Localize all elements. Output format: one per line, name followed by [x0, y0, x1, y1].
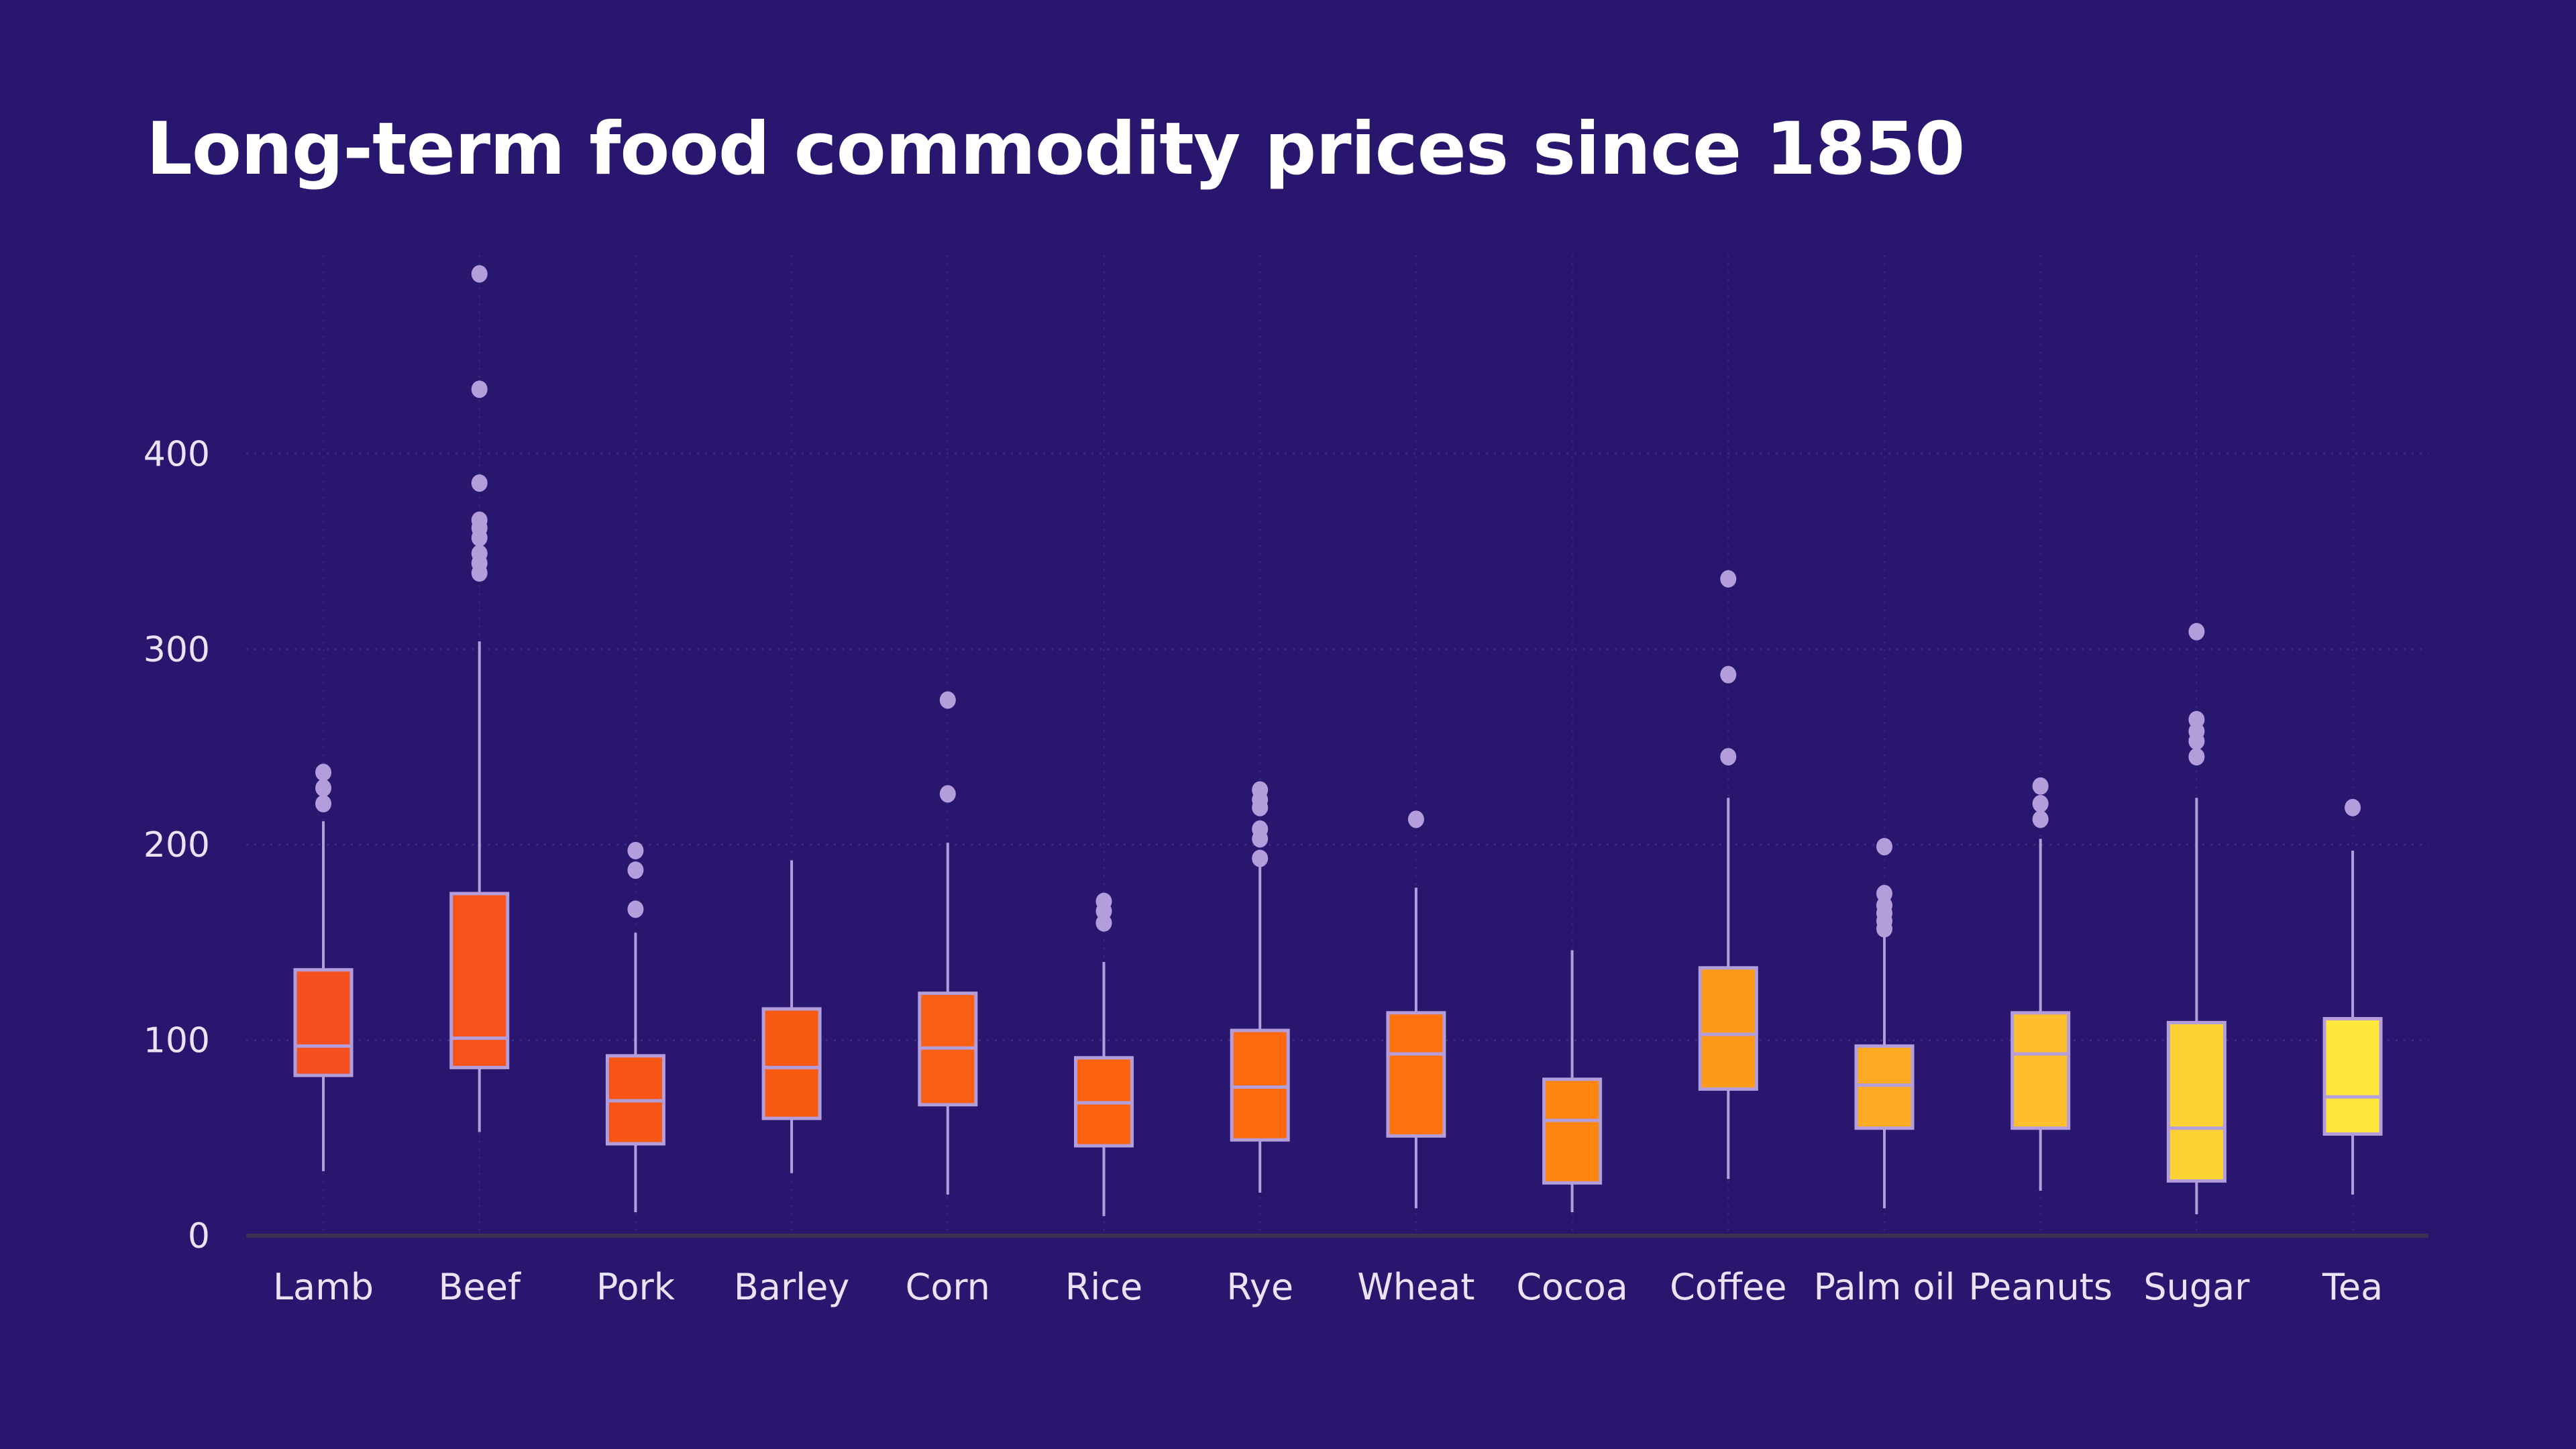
outlier-point	[1876, 838, 1892, 856]
box-tea	[2322, 1017, 2383, 1136]
outlier-point	[1095, 914, 1112, 932]
box-sugar	[2166, 1020, 2226, 1183]
x-tick-label: Wheat	[1357, 1266, 1474, 1308]
outlier-point	[471, 265, 488, 283]
outlier-point	[1252, 849, 1269, 867]
x-tick-label: Barley	[734, 1266, 850, 1308]
y-tick-label: 100	[144, 1021, 210, 1061]
box-lamb	[293, 968, 354, 1077]
outlier-point	[627, 900, 644, 918]
x-tick-label: Rice	[1065, 1266, 1142, 1308]
y-tick-label: 300	[144, 630, 210, 670]
outlier-point	[2032, 810, 2049, 828]
x-tick-label: Coffee	[1670, 1266, 1786, 1308]
outlier-point	[2032, 795, 2049, 813]
outlier-point	[315, 795, 331, 813]
outlier-point	[471, 529, 488, 547]
outlier-point	[627, 861, 644, 879]
outlier-point	[1252, 830, 1269, 848]
outlier-point	[2188, 748, 2205, 766]
outlier-point	[627, 841, 644, 859]
outlier-point	[1720, 570, 1737, 588]
outlier-point	[315, 779, 331, 797]
outlier-point	[315, 763, 331, 782]
chart-title: Long-term food commodity prices since 18…	[146, 107, 1965, 191]
outlier-point	[1252, 798, 1269, 816]
x-tick-label: Peanuts	[1968, 1266, 2112, 1308]
outlier-point	[2188, 623, 2205, 641]
outlier-point	[939, 691, 956, 709]
outlier-point	[1407, 810, 1424, 828]
x-tick-label: Palm oil	[1813, 1266, 1955, 1308]
box-palm-oil	[1854, 1044, 1915, 1130]
y-tick-label: 0	[188, 1216, 210, 1256]
x-tick-label: Rye	[1226, 1266, 1293, 1308]
x-tick-label: Cocoa	[1516, 1266, 1628, 1308]
x-tick-label: Sugar	[2143, 1266, 2250, 1308]
outlier-point	[471, 564, 488, 582]
y-tick-label: 400	[144, 434, 210, 474]
x-tick-label: Tea	[2322, 1266, 2383, 1308]
outlier-point	[1720, 748, 1737, 766]
x-tick-label: Beef	[438, 1266, 521, 1308]
box-cocoa	[1542, 1077, 1603, 1185]
outlier-point	[939, 785, 956, 803]
outlier-point	[471, 380, 488, 398]
x-tick-label: Lamb	[273, 1266, 374, 1308]
box-wheat	[1386, 1011, 1446, 1138]
outlier-point	[2032, 777, 2049, 795]
outlier-point	[1720, 665, 1737, 684]
x-tick-label: Pork	[596, 1266, 676, 1308]
box-peanuts	[2010, 1011, 2071, 1130]
outlier-point	[2188, 732, 2205, 750]
box-rye	[1230, 1028, 1290, 1142]
outlier-point	[471, 474, 488, 492]
outlier-point	[1876, 920, 1892, 938]
outlier-point	[2345, 798, 2361, 816]
box-barley	[761, 1007, 822, 1120]
y-tick-label: 200	[144, 825, 210, 865]
box-coffee	[1698, 966, 1758, 1091]
box-beef	[449, 892, 510, 1069]
x-tick-label: Corn	[906, 1266, 990, 1308]
